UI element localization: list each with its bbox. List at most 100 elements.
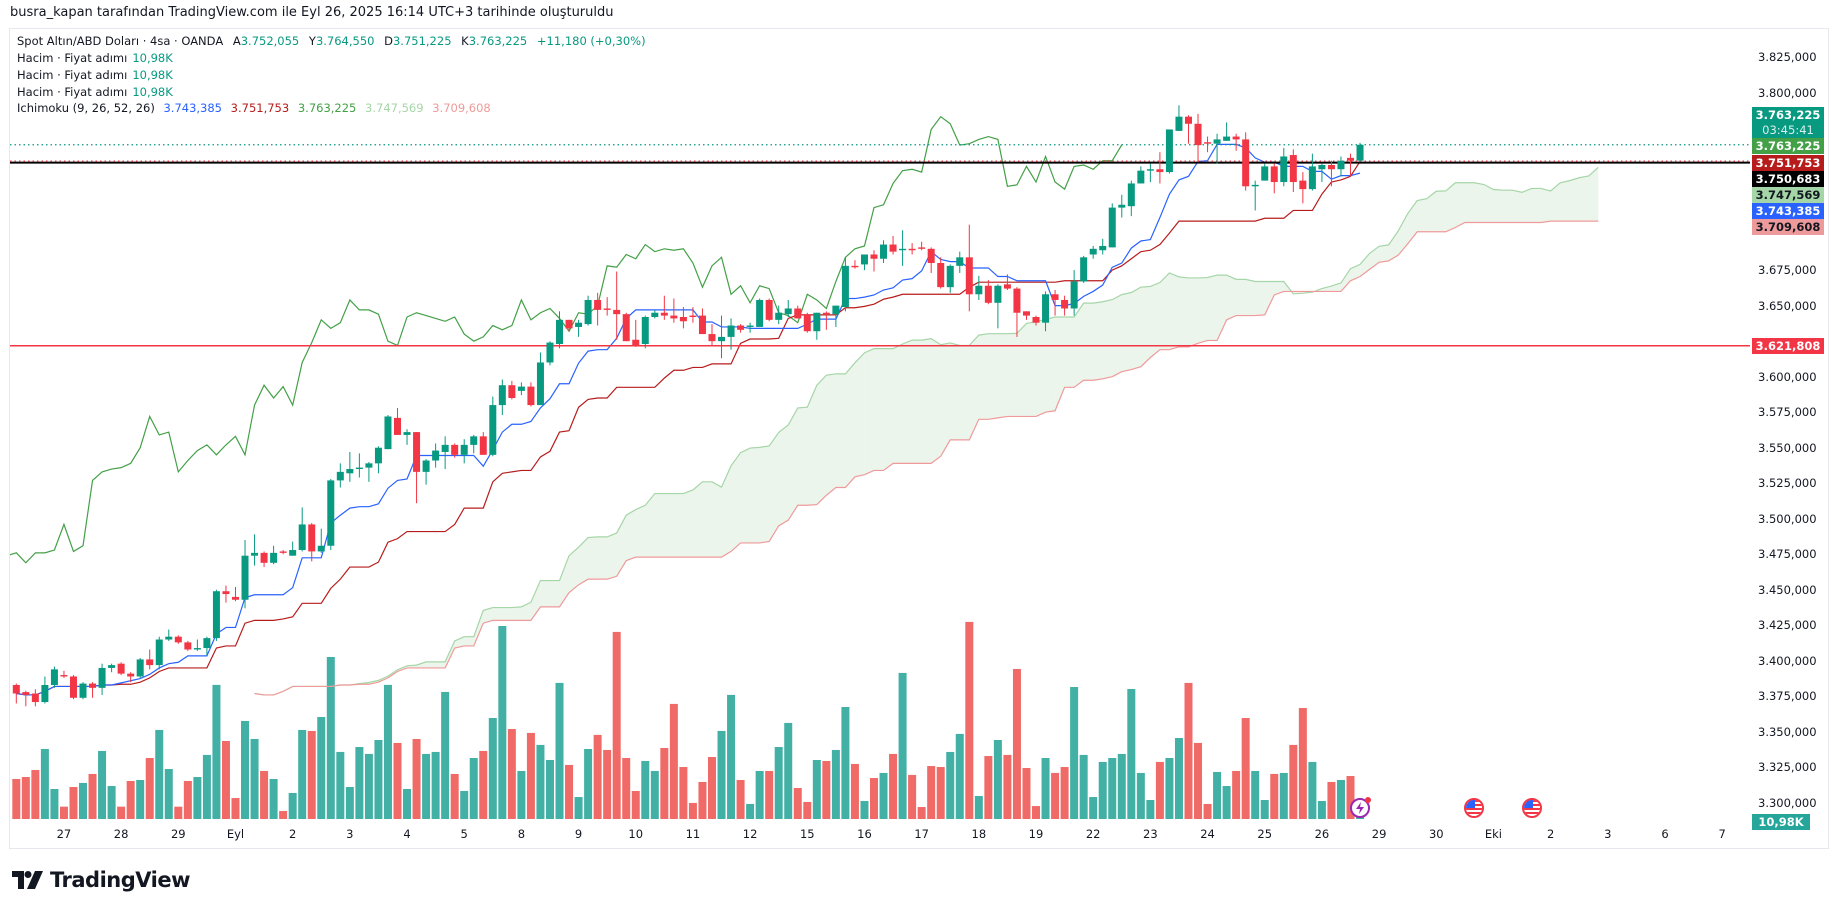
candle-body (1347, 157, 1354, 161)
time-tick-label: 22 (1085, 827, 1101, 841)
candle (860, 254, 868, 271)
volume-bar (774, 747, 783, 819)
candle-body (1251, 184, 1259, 187)
ichimoku-cloud-segment (950, 342, 960, 440)
volume-bar (1079, 754, 1088, 819)
volume-bar (746, 803, 755, 819)
ichimoku-cloud-segment (635, 505, 646, 558)
ichimoku-cloud-segment (1150, 282, 1160, 358)
ichimoku-cloud-segment (473, 610, 484, 646)
volume-bar (1194, 742, 1203, 819)
ichimoku-cloud-segment (845, 362, 855, 488)
volume-bar (164, 768, 173, 819)
volume-bar (1213, 771, 1222, 819)
candle (1299, 172, 1307, 204)
ichimoku-cloud-segment (511, 606, 522, 621)
ichimoku-base-value: 3.751,753 (230, 101, 290, 115)
candle (165, 629, 173, 641)
volume-bar (155, 729, 164, 819)
ichimoku-cloud-segment (835, 373, 846, 488)
candle-body (212, 591, 220, 639)
legend-volume-row[interactable]: Hacim · Fiyat adımı 10,98K (17, 85, 173, 99)
us-flag-icon[interactable] (1464, 798, 1485, 818)
volume-bar (898, 672, 907, 819)
candle (813, 312, 821, 340)
volume-bar (383, 684, 392, 819)
price-tick-label: 3.600,000 (1758, 369, 1817, 384)
volume-bar (650, 770, 659, 819)
candle-body (22, 692, 30, 695)
volume-bar (117, 806, 126, 819)
candle-body (1127, 183, 1135, 207)
ichimoku-cloud-segment (1379, 244, 1389, 263)
candle (1289, 149, 1297, 192)
candle-body (1280, 156, 1288, 183)
candle (155, 636, 163, 670)
ohlc-high: Y3.764,550 (308, 34, 375, 48)
candle-body (1003, 284, 1011, 289)
time-tick-label: Eyl (226, 827, 245, 841)
ichimoku-cloud-segment (797, 407, 808, 506)
legend-ichimoku-row[interactable]: Ichimoku (9, 26, 52, 26) 3.743,385 3.751… (17, 101, 491, 115)
candle (317, 528, 325, 553)
candle (174, 635, 182, 644)
volume-bar (831, 749, 840, 819)
ichimoku-cloud-segment (692, 481, 703, 558)
volume-bar (736, 779, 745, 819)
volume-bar (1203, 803, 1212, 819)
volume-bar (698, 781, 707, 819)
volume-bar (469, 758, 478, 819)
candle-body (756, 299, 764, 327)
time-tick-label: 26 (1314, 827, 1330, 841)
candle (746, 322, 754, 333)
candle-body (1261, 166, 1269, 181)
candle (613, 271, 621, 340)
bar-countdown: 03:45:41 (1762, 123, 1814, 137)
candle (946, 264, 954, 293)
candle-body (422, 460, 430, 472)
candle-body (556, 319, 564, 345)
legend-volume-row[interactable]: Hacim · Fiyat adımı 10,98K (17, 68, 173, 82)
candle-body (270, 552, 278, 563)
ichimoku-cloud-segment (1264, 281, 1275, 315)
lightning-icon[interactable] (1350, 797, 1372, 818)
candle-body (889, 244, 897, 252)
volume-bar (793, 788, 802, 819)
time-tick-label: Eki (1484, 827, 1502, 841)
volume-bar (1136, 772, 1145, 819)
tradingview-logo[interactable]: TradingView (12, 868, 190, 892)
ichimoku-cloud-segment (1417, 198, 1427, 232)
volume-bar (422, 753, 431, 819)
legend-volume-row[interactable]: Hacim · Fiyat adımı 10,98K (17, 51, 173, 65)
candle-body (136, 659, 144, 677)
candle-body (1318, 164, 1326, 170)
candle (251, 534, 259, 566)
volume-bar (517, 770, 526, 819)
candle (336, 463, 344, 488)
volume-bar (679, 767, 688, 819)
volume-bar (336, 751, 345, 819)
price-tick-label: 3.525,000 (1758, 476, 1817, 491)
price-tick-label: 3.500,000 (1758, 511, 1817, 526)
candle-body (775, 312, 783, 320)
candle-body (613, 309, 621, 315)
candle-body (203, 638, 211, 649)
candle (470, 434, 478, 454)
ichimoku-cloud-segment (416, 661, 427, 668)
symbol-title[interactable]: Spot Altın/ABD Doları · 4sa · OANDA (17, 34, 224, 48)
volume-bar (136, 779, 145, 819)
volume-bar (193, 777, 202, 819)
candle-body (841, 265, 849, 308)
price-tag: 3.747,569 (1752, 187, 1824, 203)
candle-body (794, 308, 802, 319)
us-flag-icon[interactable] (1521, 798, 1542, 818)
candle (136, 657, 144, 678)
ichimoku-cloud-segment (607, 532, 617, 580)
candle (984, 280, 992, 305)
ichimoku-cloud-segment (959, 345, 970, 440)
candle (184, 640, 192, 651)
candle (231, 586, 239, 602)
ichimoku-cloud-segment (654, 493, 665, 558)
candle-body (403, 432, 411, 435)
